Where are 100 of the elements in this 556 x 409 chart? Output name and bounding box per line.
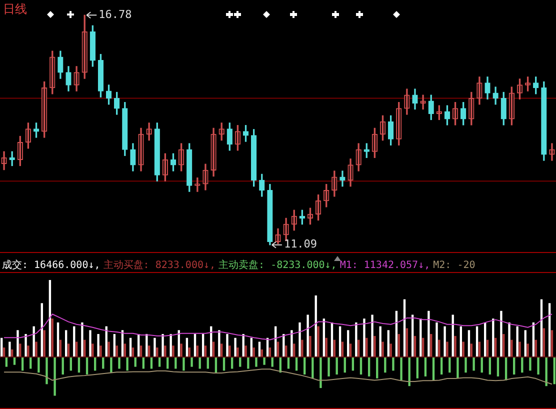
bar (341, 342, 344, 358)
bar (190, 357, 193, 367)
bar (360, 357, 362, 375)
bar (27, 346, 30, 358)
bar (236, 348, 239, 358)
bar (97, 334, 100, 358)
bar (537, 357, 540, 375)
bar (379, 326, 382, 358)
bar (363, 318, 366, 358)
bar (218, 330, 220, 358)
bar (376, 357, 378, 378)
bar (436, 322, 438, 358)
bar (430, 334, 432, 358)
bar (545, 357, 548, 386)
bar (400, 357, 402, 380)
bar (290, 330, 293, 358)
bar (51, 318, 54, 358)
bar (56, 322, 60, 358)
bar (263, 357, 266, 365)
bar (550, 330, 554, 358)
bar (202, 334, 204, 358)
bar (516, 326, 518, 358)
annotation: 11.09 (284, 238, 318, 251)
bar (320, 357, 322, 388)
bar (234, 338, 236, 358)
bar (43, 330, 46, 358)
bar (214, 357, 218, 373)
bar (92, 344, 94, 358)
bar (298, 322, 301, 358)
bar (226, 334, 228, 358)
bar (170, 334, 172, 358)
bar (100, 346, 102, 358)
bar (239, 357, 242, 367)
bar (276, 342, 280, 358)
bar (158, 357, 161, 367)
bar (500, 310, 502, 358)
bar (108, 342, 110, 358)
bar (38, 357, 40, 373)
bar (78, 357, 80, 373)
bar (162, 334, 164, 358)
bar (382, 342, 384, 358)
bar (432, 357, 435, 380)
bar (496, 357, 500, 376)
bar (180, 344, 182, 358)
bar (416, 357, 418, 378)
bar (374, 336, 376, 358)
bar (86, 357, 88, 375)
bar (510, 340, 513, 358)
bar (440, 357, 443, 375)
bar (480, 357, 483, 373)
bar (5, 357, 8, 367)
bar (336, 357, 338, 375)
bar (164, 346, 166, 358)
bar (24, 334, 27, 358)
bar (502, 334, 505, 358)
text: 主动卖盘: -8233.000↓, (218, 260, 337, 271)
bar (488, 357, 492, 375)
bar (258, 342, 261, 358)
bar (464, 357, 467, 373)
bar (309, 336, 312, 358)
bar (13, 357, 16, 365)
bar (304, 357, 306, 375)
annotation: 16.78 (98, 8, 132, 22)
bar (134, 357, 136, 367)
bar (35, 342, 38, 358)
bar (428, 310, 430, 358)
bar (64, 330, 68, 358)
bar (456, 357, 459, 378)
bar (518, 342, 521, 358)
text: M2: -20 (433, 260, 476, 271)
bar (113, 334, 116, 358)
bar (75, 342, 78, 358)
bar (454, 336, 456, 358)
bar (172, 346, 174, 358)
bar (8, 342, 11, 358)
bar (154, 338, 156, 358)
bar (524, 330, 526, 358)
bar (244, 346, 247, 358)
bar (444, 326, 446, 358)
bar (521, 357, 524, 373)
bar (46, 357, 48, 384)
bar (390, 344, 392, 358)
bar (54, 357, 56, 396)
bar (368, 357, 370, 376)
bar (344, 357, 346, 373)
bar (472, 357, 475, 371)
bar (478, 342, 481, 358)
bar (271, 357, 274, 367)
bar (526, 344, 529, 358)
bar (508, 322, 510, 358)
bar (174, 357, 177, 369)
bar (513, 357, 516, 375)
bar (89, 330, 92, 358)
bar (424, 357, 427, 376)
bar (301, 340, 304, 358)
bar (398, 334, 400, 358)
bar (448, 357, 451, 373)
bar (16, 330, 19, 358)
bar (182, 357, 185, 371)
bar (118, 357, 120, 369)
